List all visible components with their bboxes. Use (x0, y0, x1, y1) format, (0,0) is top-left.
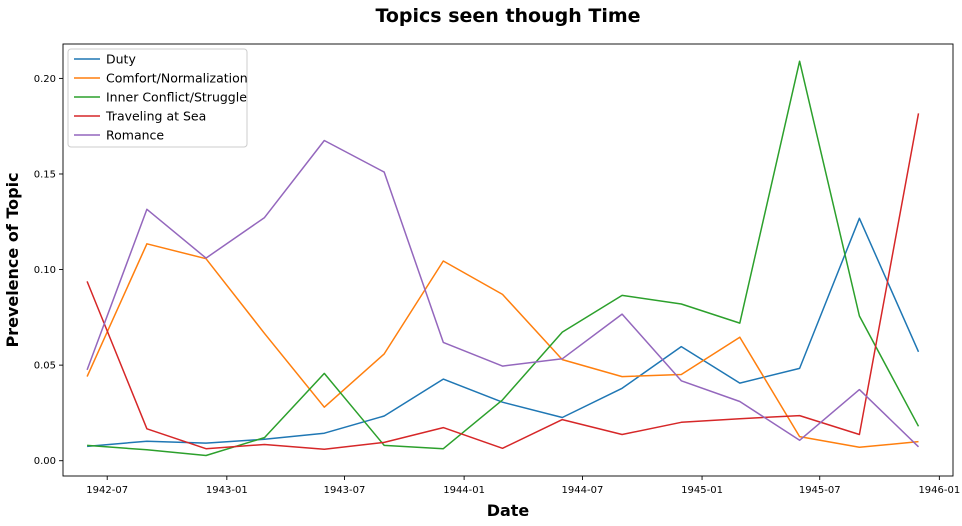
series-line-3 (86, 113, 920, 450)
x-tick-label-4: 1944-07 (562, 485, 604, 496)
y-axis-title: Prevelence of Topic (3, 172, 22, 347)
plot-frame (62, 43, 954, 477)
y-axis: 0.00 0.05 0.10 0.15 0.20 (34, 74, 63, 467)
y-tick-label-1: 0.05 (34, 361, 56, 372)
series-line-0 (87, 217, 920, 448)
legend-entry-2: Inner Conflict/Struggle (106, 90, 247, 105)
x-tick-label-5: 1945-01 (681, 485, 723, 496)
plot-lines (86, 60, 920, 457)
series-line-1 (86, 243, 919, 449)
legend-box (67, 48, 248, 148)
series-line-2 (87, 60, 920, 457)
chart-title: Topics seen though Time (375, 5, 640, 27)
y-tick-label-3: 0.15 (34, 169, 56, 180)
y-tick-label-0: 0.00 (34, 456, 56, 467)
x-tick-label-6: 1945-07 (799, 485, 841, 496)
x-tick-label-0: 1942-07 (86, 485, 128, 496)
series-line-4 (86, 139, 920, 448)
x-tick-label-7: 1946-01 (918, 485, 960, 496)
x-tick-label-1: 1943-01 (206, 485, 248, 496)
x-tick-label-3: 1944-01 (443, 485, 485, 496)
legend: Duty Comfort/Normalization Inner Conflict/… (67, 48, 248, 148)
legend-entry-3: Traveling at Sea (105, 109, 206, 124)
x-tick-label-2: 1943-07 (324, 485, 366, 496)
legend-entry-0: Duty (106, 52, 136, 67)
x-axis: 1942-07 1943-01 1943-07 1944-01 1944-07 1945-… (86, 476, 960, 496)
y-tick-label-2: 0.10 (34, 265, 56, 276)
y-tick-label-4: 0.20 (34, 74, 56, 85)
x-axis-title: Date (487, 501, 530, 520)
legend-entry-1: Comfort/Normalization (106, 71, 248, 86)
legend-entry-4: Romance (106, 128, 164, 143)
